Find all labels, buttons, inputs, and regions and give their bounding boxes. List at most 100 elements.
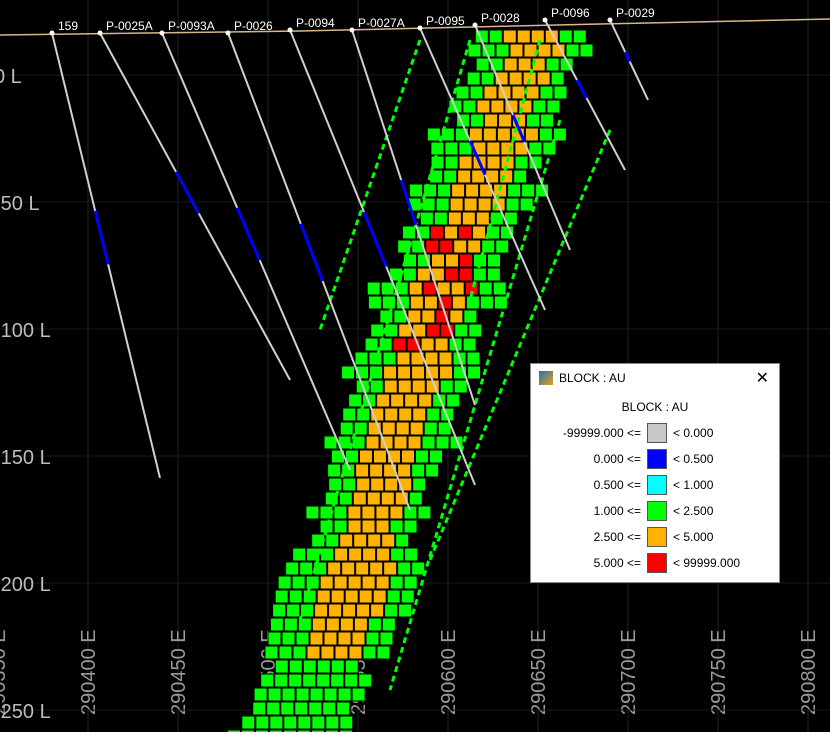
block (339, 715, 354, 730)
block (364, 337, 379, 352)
block (444, 225, 459, 240)
block (344, 673, 359, 688)
block (320, 645, 335, 660)
block (507, 183, 522, 198)
block (532, 99, 547, 114)
range-low: 5.000 <= (593, 556, 641, 570)
block (451, 183, 466, 198)
block (383, 365, 398, 380)
block (558, 29, 573, 44)
block (422, 281, 437, 296)
assay-segment (623, 51, 632, 63)
block (325, 617, 340, 632)
stringer (428, 129, 612, 561)
block (334, 547, 349, 562)
easting-label: 290450 E (168, 629, 190, 715)
block (328, 477, 343, 492)
collar (287, 27, 293, 33)
block (347, 519, 362, 534)
block (348, 393, 363, 408)
drillhole-label: P-0028 (481, 11, 520, 25)
close-button[interactable]: ✕ (755, 370, 769, 387)
block (395, 533, 410, 548)
block (467, 365, 482, 380)
drillhole-label: P-0025A (106, 19, 153, 33)
legend-window[interactable]: BLOCK : AU ✕ BLOCK : AU -99999.000 <= < 0… (530, 363, 780, 583)
easting-label: 290700 E (618, 629, 640, 715)
legend-row: 1.000 <= < 2.500 (531, 498, 779, 524)
elevation-label: -50 L (0, 193, 40, 215)
block (310, 729, 325, 732)
block (296, 729, 311, 732)
block (417, 505, 432, 520)
block (498, 113, 513, 128)
block (381, 295, 396, 310)
block (429, 169, 444, 184)
block (579, 43, 594, 58)
block (268, 729, 283, 732)
elevation-label: 0 L (0, 66, 22, 88)
block (435, 435, 450, 450)
range-high: < 1.000 (673, 478, 714, 492)
block (299, 561, 314, 576)
block (486, 155, 501, 170)
legend-row: 5.000 <= < 99999.000 (531, 550, 779, 576)
topography (0, 18, 830, 36)
drillhole-label: P-0027A (358, 16, 405, 30)
block (347, 505, 362, 520)
block (467, 239, 482, 254)
block (390, 393, 405, 408)
block (295, 687, 310, 702)
block (492, 281, 507, 296)
stringer (468, 39, 542, 301)
block (339, 617, 354, 632)
block (536, 71, 551, 86)
block (470, 113, 485, 128)
block (384, 477, 399, 492)
block (370, 603, 385, 618)
block (509, 43, 524, 58)
collar (97, 30, 103, 36)
range-high: < 0.500 (673, 452, 714, 466)
block (260, 673, 275, 688)
block (325, 533, 340, 548)
block (511, 85, 526, 100)
block (412, 477, 427, 492)
block (351, 435, 366, 450)
window-icon (539, 371, 553, 385)
block (365, 435, 380, 450)
block (411, 561, 426, 576)
block (314, 603, 329, 618)
block (483, 85, 498, 100)
block (423, 421, 438, 436)
block (430, 253, 445, 268)
range-high: < 0.000 (673, 426, 714, 440)
block (372, 589, 387, 604)
block (398, 603, 413, 618)
block (358, 673, 373, 688)
block (454, 323, 469, 338)
block (449, 197, 464, 212)
swatch (647, 527, 667, 547)
block (306, 645, 321, 660)
block (475, 211, 490, 226)
block (322, 701, 337, 716)
block (333, 505, 348, 520)
block (524, 127, 539, 142)
block (297, 715, 312, 730)
block (294, 701, 309, 716)
block (517, 57, 532, 72)
assay-segment (511, 114, 526, 143)
block (316, 659, 331, 674)
block (272, 603, 287, 618)
range-high: < 5.000 (673, 530, 714, 544)
swatch (647, 423, 667, 443)
block (468, 127, 483, 142)
stringer (388, 119, 562, 691)
block (407, 309, 422, 324)
block (369, 379, 384, 394)
block (475, 57, 490, 72)
block (412, 407, 427, 422)
block (375, 505, 390, 520)
